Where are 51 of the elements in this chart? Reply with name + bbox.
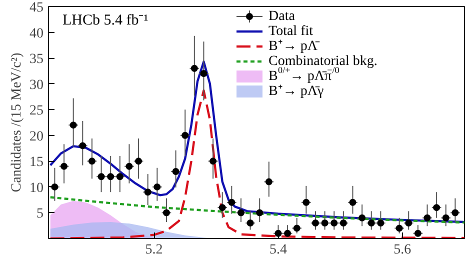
point <box>349 198 356 206</box>
point <box>414 230 422 237</box>
y-axis-title: Candidates /(15 MeV/c²) <box>10 52 24 192</box>
legend-label: B⁺→ pΛ̄ <box>268 39 320 54</box>
y-tick-label: 25 <box>30 104 44 119</box>
point <box>358 214 366 222</box>
point <box>182 132 189 139</box>
point <box>70 122 77 129</box>
point <box>60 162 68 170</box>
point <box>88 158 96 165</box>
y-tick-label: 15 <box>30 155 44 170</box>
x-tick-label: 5.2 <box>145 242 163 258</box>
point <box>442 214 450 222</box>
point <box>228 198 236 206</box>
point <box>218 204 226 212</box>
point <box>452 209 459 216</box>
y-tick-label: 30 <box>30 78 44 93</box>
point <box>433 204 440 212</box>
point <box>172 168 180 175</box>
point <box>51 183 58 190</box>
point <box>79 142 86 150</box>
point <box>246 220 254 227</box>
point <box>126 162 133 170</box>
annotation: LHCb 5.4 fb⁻¹ <box>62 12 148 28</box>
x-tick-label: 5.6 <box>394 242 412 258</box>
y-tick-label: 10 <box>30 180 44 196</box>
y-tick-label: 45 <box>30 0 44 16</box>
point <box>396 224 403 232</box>
y-tick-label: 35 <box>30 52 44 68</box>
point <box>200 70 208 78</box>
point <box>302 198 310 206</box>
point <box>144 188 152 196</box>
point <box>256 209 264 216</box>
y-tick-label: 20 <box>30 129 44 144</box>
point <box>135 158 142 165</box>
point <box>154 183 161 190</box>
point <box>210 158 217 165</box>
y-tick-label: 40 <box>30 26 44 42</box>
point <box>293 224 300 232</box>
point <box>190 64 198 72</box>
legend-label: Data <box>268 9 296 24</box>
point <box>237 209 244 216</box>
legend-label: B⁺→ pΛ̄γ <box>268 84 324 99</box>
x-tick-label: 5.4 <box>269 242 287 258</box>
point <box>424 214 431 222</box>
line-series <box>49 196 464 224</box>
point <box>265 178 272 186</box>
point <box>162 209 170 216</box>
y-tick-label: 5 <box>36 206 44 222</box>
point <box>405 220 412 227</box>
legend-label: Total fit <box>268 24 314 39</box>
